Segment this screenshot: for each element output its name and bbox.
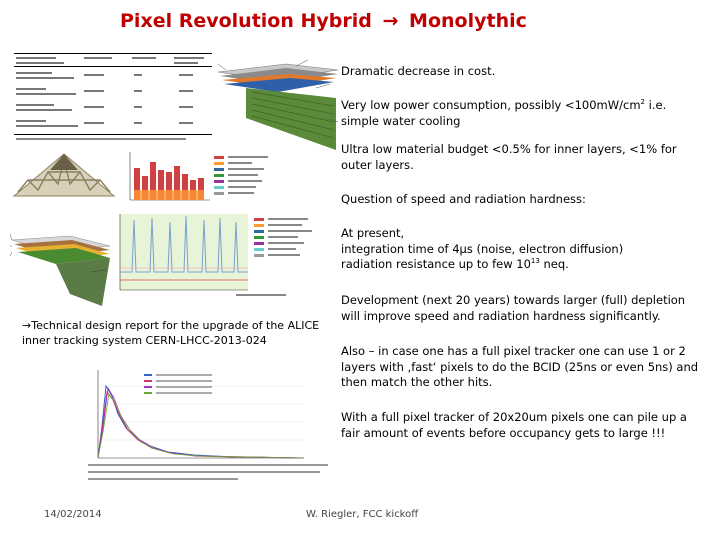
bullet-present-line3-after: neq. (539, 257, 569, 271)
footer-date: 14/02/2014 (44, 509, 102, 520)
title-right: Monolythic (409, 10, 527, 32)
chart-a-bars (134, 162, 204, 200)
snr-distribution-chart (97, 370, 305, 459)
bullet-cost: Dramatic decrease in cost. (341, 64, 496, 78)
bullet-development: Development (next 20 years) towards larg… (341, 293, 686, 323)
table-row (14, 102, 212, 114)
table-row (14, 118, 212, 130)
tdr-caption-line2: inner tracking system CERN-LHCC-2013-024 (22, 334, 267, 347)
table-row (14, 86, 212, 98)
tdr-caption: →Technical design report for the upgrade… (22, 318, 322, 348)
bullet-power-text-after: i.e. simple water cooling (341, 98, 667, 128)
bullet-present-line3-text: radiation resistance up to few 10 (341, 257, 531, 271)
chart-c-legend (144, 374, 212, 394)
bullet-present-line2: integration time of 4µs (noise, electron… (341, 241, 624, 256)
bullet-fast-pixels: Also – in case one has a full pixel trac… (341, 344, 699, 389)
layer-parameter-table-image (14, 44, 214, 144)
bullet-question: Question of speed and radiation hardness… (341, 192, 586, 206)
stave-drawing-image (217, 59, 339, 150)
table-row (14, 70, 212, 82)
chart-b-legend (254, 218, 312, 257)
spaceframe-drawing-image (12, 153, 116, 197)
bullet-pileup: With a full pixel tracker of 20x20um pix… (341, 410, 687, 440)
material-budget-chart-b (119, 214, 312, 296)
bullet-material: Ultra low material budget <0.5% for inne… (341, 142, 677, 172)
bullet-power-text: Very low power consumption, possibly <10… (341, 98, 641, 112)
title-left: Pixel Revolution Hybrid (120, 10, 372, 32)
tdr-caption-line1-text: Technical design report for the upgrade … (31, 319, 320, 332)
bullet-present: At present, integration time of 4µs (noi… (341, 226, 701, 273)
table-header-rule (14, 53, 212, 67)
material-budget-chart-a (129, 152, 268, 201)
tdr-arrow-icon: → (22, 319, 32, 332)
snr-figure-caption-image (88, 464, 338, 485)
bullet-power: Very low power consumption, possibly <10… (341, 98, 701, 129)
slide-title: Pixel Revolution Hybrid → Monolythic (120, 10, 560, 32)
chart-a-legend (214, 156, 268, 195)
bullet-present-line3: radiation resistance up to few 1013 neq. (341, 257, 701, 273)
bullet-present-sup: 13 (530, 257, 540, 266)
bullet-power-sup: 2 (640, 98, 645, 107)
bullet-present-line1: At present, (341, 226, 405, 240)
footer-author: W. Riegler, FCC kickoff (306, 509, 419, 520)
tdr-caption-line1: →Technical design report for the upgrade… (22, 318, 322, 333)
title-arrow-icon: → (382, 10, 399, 32)
stave-cross-section-image (10, 233, 111, 306)
